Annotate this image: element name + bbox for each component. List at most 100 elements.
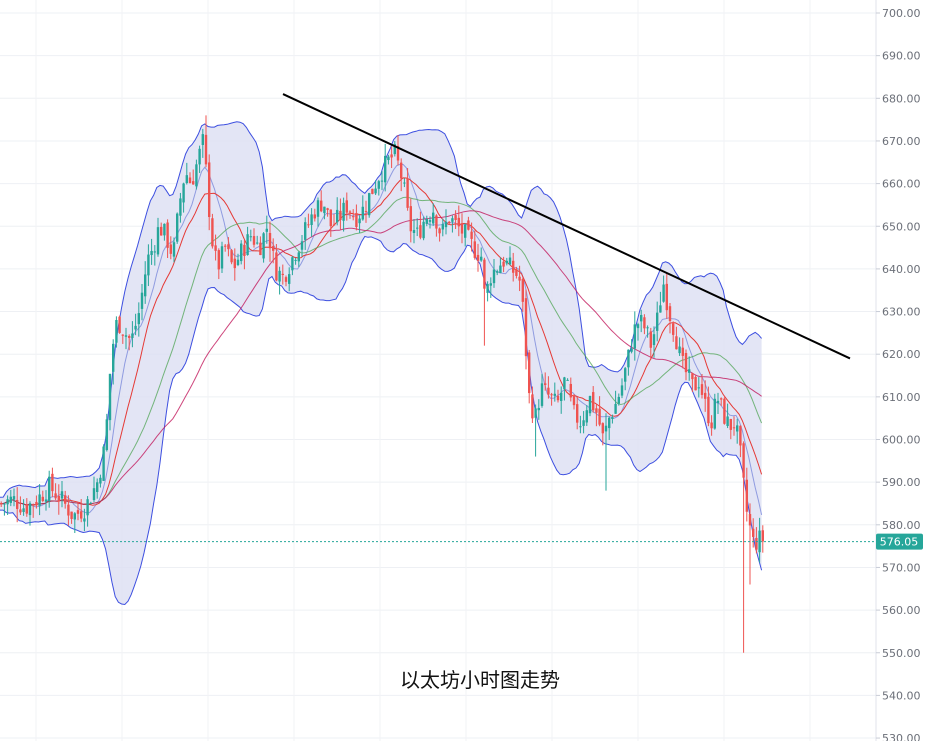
candle-body bbox=[729, 418, 732, 430]
candle-body bbox=[51, 473, 54, 492]
candle-body bbox=[0, 502, 3, 504]
candle-body bbox=[208, 162, 211, 217]
last-price-value: 576.05 bbox=[880, 536, 919, 549]
candle-body bbox=[390, 154, 393, 158]
candle-body bbox=[700, 384, 704, 395]
candle-body bbox=[419, 225, 422, 238]
candle-body bbox=[220, 246, 224, 269]
candle-body bbox=[156, 227, 160, 255]
candle-body bbox=[534, 408, 537, 418]
candle-body bbox=[140, 292, 144, 309]
candle-body bbox=[92, 488, 96, 501]
candle-body bbox=[32, 504, 35, 506]
candle-body bbox=[656, 312, 659, 331]
candle-body bbox=[358, 218, 361, 224]
candle-body bbox=[137, 313, 140, 325]
candle-body bbox=[393, 144, 396, 155]
candle-body bbox=[633, 324, 636, 349]
candle-body bbox=[438, 228, 441, 234]
candle-body bbox=[112, 343, 115, 372]
candles bbox=[0, 115, 764, 653]
candle-body bbox=[560, 392, 563, 401]
candle-body bbox=[313, 214, 316, 219]
candle-body bbox=[259, 242, 262, 256]
candle-body bbox=[281, 273, 284, 275]
candle-body bbox=[12, 496, 16, 500]
candle-body bbox=[611, 417, 614, 419]
candle-body bbox=[755, 537, 758, 550]
candle-body bbox=[163, 223, 166, 236]
candle-body bbox=[265, 228, 268, 232]
y-tick-label: 610.00 bbox=[882, 391, 921, 404]
candle-body bbox=[329, 209, 332, 227]
candle-body bbox=[339, 210, 342, 221]
y-tick-label: 680.00 bbox=[882, 92, 921, 105]
candle-body bbox=[748, 513, 752, 526]
candle-body bbox=[73, 513, 76, 520]
candle-body bbox=[201, 134, 204, 145]
candle-body bbox=[374, 188, 377, 194]
candle-body bbox=[512, 260, 515, 273]
candle-body bbox=[345, 200, 348, 213]
candle-body bbox=[134, 325, 137, 330]
candle-body bbox=[668, 306, 672, 322]
candle-body bbox=[598, 408, 601, 425]
y-tick-label: 670.00 bbox=[882, 135, 921, 148]
candle-body bbox=[707, 396, 710, 424]
candle-body bbox=[22, 508, 25, 512]
candle-body bbox=[368, 193, 371, 216]
candle-body bbox=[659, 305, 662, 313]
candle-body bbox=[246, 234, 249, 255]
candle-body bbox=[444, 221, 448, 228]
candle-body bbox=[422, 221, 425, 239]
candle-body bbox=[425, 218, 428, 224]
candle-body bbox=[326, 208, 329, 210]
candle-body bbox=[387, 156, 390, 161]
candle-body bbox=[400, 162, 403, 179]
candle-body bbox=[214, 245, 217, 251]
candle-body bbox=[86, 499, 89, 516]
candle-body bbox=[288, 274, 291, 284]
candle-body bbox=[617, 396, 620, 404]
candle-body bbox=[636, 324, 640, 329]
candle-body bbox=[688, 369, 691, 373]
candle-body bbox=[60, 491, 64, 499]
candle-body bbox=[486, 284, 489, 293]
candle-body bbox=[9, 496, 12, 503]
candle-body bbox=[544, 383, 547, 385]
candle-body bbox=[64, 495, 67, 504]
last-price-tag-bg bbox=[876, 533, 923, 550]
candle-body bbox=[684, 352, 688, 373]
candle-body bbox=[124, 335, 128, 337]
candle-body bbox=[496, 271, 499, 273]
candle-body bbox=[188, 177, 192, 184]
chart-caption: 以太坊小时图走势 bbox=[400, 668, 560, 692]
candle-body bbox=[694, 376, 697, 391]
candle-body bbox=[592, 392, 595, 411]
candle-body bbox=[377, 181, 380, 189]
candle-body bbox=[262, 233, 265, 259]
y-tick-label: 530.00 bbox=[882, 732, 921, 741]
candle-body bbox=[364, 210, 368, 212]
candle-body bbox=[150, 250, 153, 256]
candle-body bbox=[704, 392, 707, 399]
candle-body bbox=[96, 482, 99, 493]
candle-body bbox=[384, 155, 387, 183]
candle-body bbox=[454, 215, 457, 220]
candle-body bbox=[480, 256, 483, 261]
candle-body bbox=[499, 265, 502, 274]
candle-body bbox=[508, 257, 512, 265]
y-tick-label: 650.00 bbox=[882, 220, 921, 233]
candle-body bbox=[518, 276, 521, 281]
candle-body bbox=[739, 425, 742, 446]
candle-body bbox=[355, 212, 358, 228]
candle-body bbox=[371, 188, 374, 194]
candle-body bbox=[566, 379, 569, 381]
candle-body bbox=[470, 231, 473, 239]
candle-body bbox=[582, 420, 585, 426]
candle-body bbox=[569, 383, 572, 398]
candle-body bbox=[128, 335, 131, 338]
candle-body bbox=[435, 215, 438, 229]
candle-body bbox=[249, 236, 252, 238]
candle-body bbox=[678, 346, 681, 354]
